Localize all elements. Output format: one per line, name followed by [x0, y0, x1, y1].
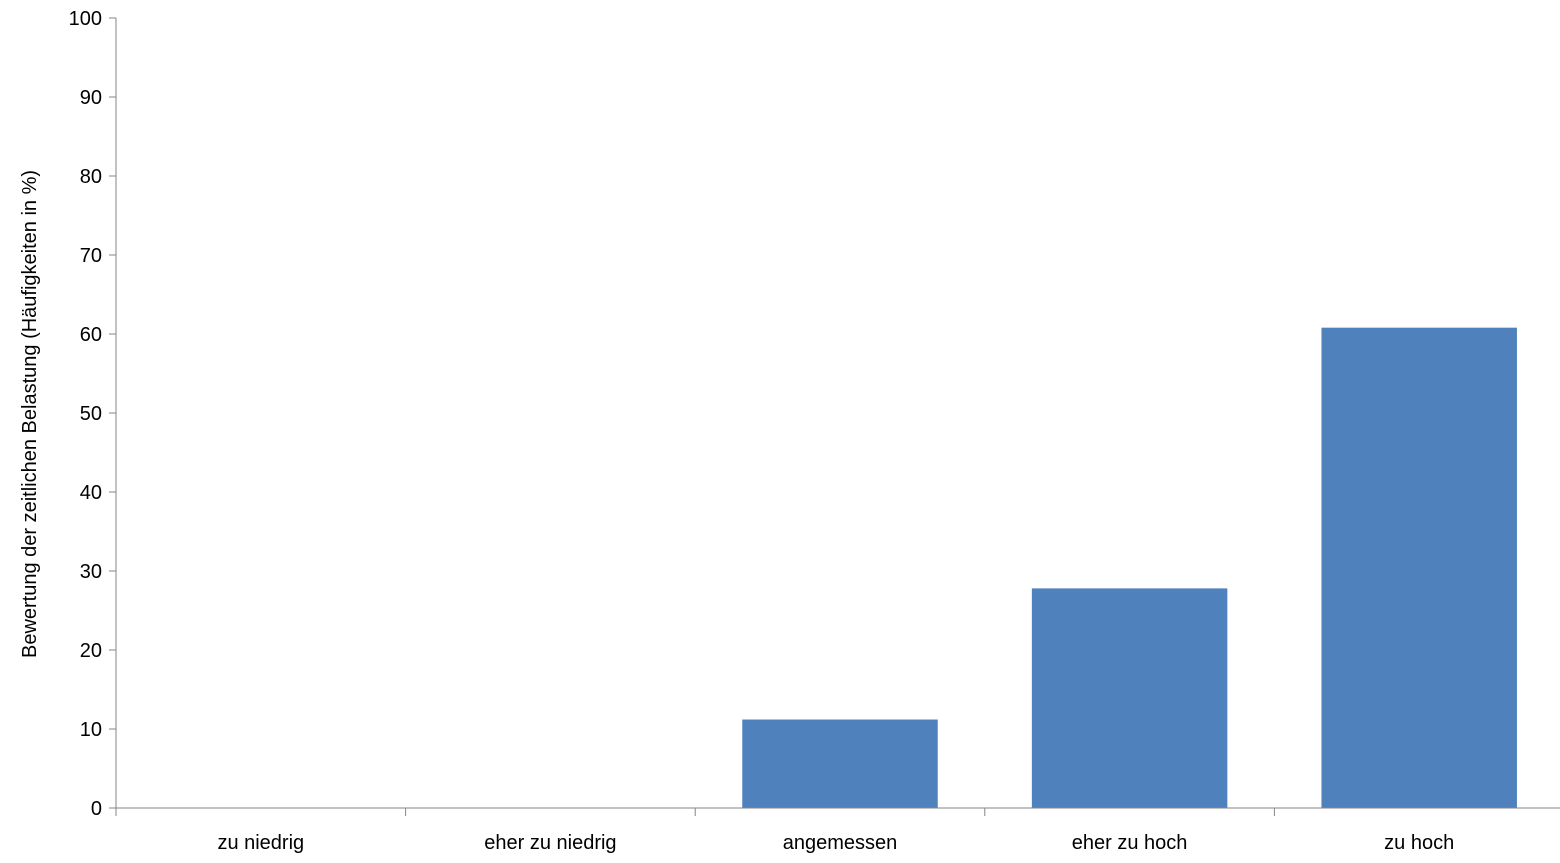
bar-angemessen: [742, 719, 938, 808]
y-tick-label: 10: [80, 719, 102, 741]
x-axis-ticks: zu niedrig eher zu niedrig angemessen eher …: [115, 808, 1454, 854]
x-tick-label: eher zu hoch: [1072, 832, 1188, 854]
y-tick-label: 20: [80, 640, 102, 662]
x-tick-label: zu niedrig: [217, 832, 304, 854]
x-tick-label: angemessen: [783, 832, 898, 854]
x-tick-label: zu hoch: [1384, 832, 1454, 854]
bar-zu-hoch: [1321, 327, 1517, 808]
y-tick-label: 70: [80, 245, 102, 267]
y-axis-label: Bewertung der zeitlichen Belastung (Häuf…: [19, 170, 41, 658]
y-tick-label: 50: [80, 403, 102, 425]
y-tick-label: 0: [91, 798, 102, 820]
y-tick-label: 80: [80, 166, 102, 188]
y-axis-ticks: 0 10 20 30 40 50 60 70 80 90 100: [69, 8, 116, 820]
y-tick-label: 60: [80, 324, 102, 346]
bars: [742, 327, 1517, 808]
y-tick-label: 100: [69, 8, 102, 30]
bar-eher-zu-hoch: [1031, 588, 1228, 808]
y-tick-label: 30: [80, 561, 102, 583]
y-tick-label: 40: [80, 482, 102, 504]
x-tick-label: eher zu niedrig: [484, 832, 616, 854]
y-tick-label: 90: [80, 87, 102, 109]
